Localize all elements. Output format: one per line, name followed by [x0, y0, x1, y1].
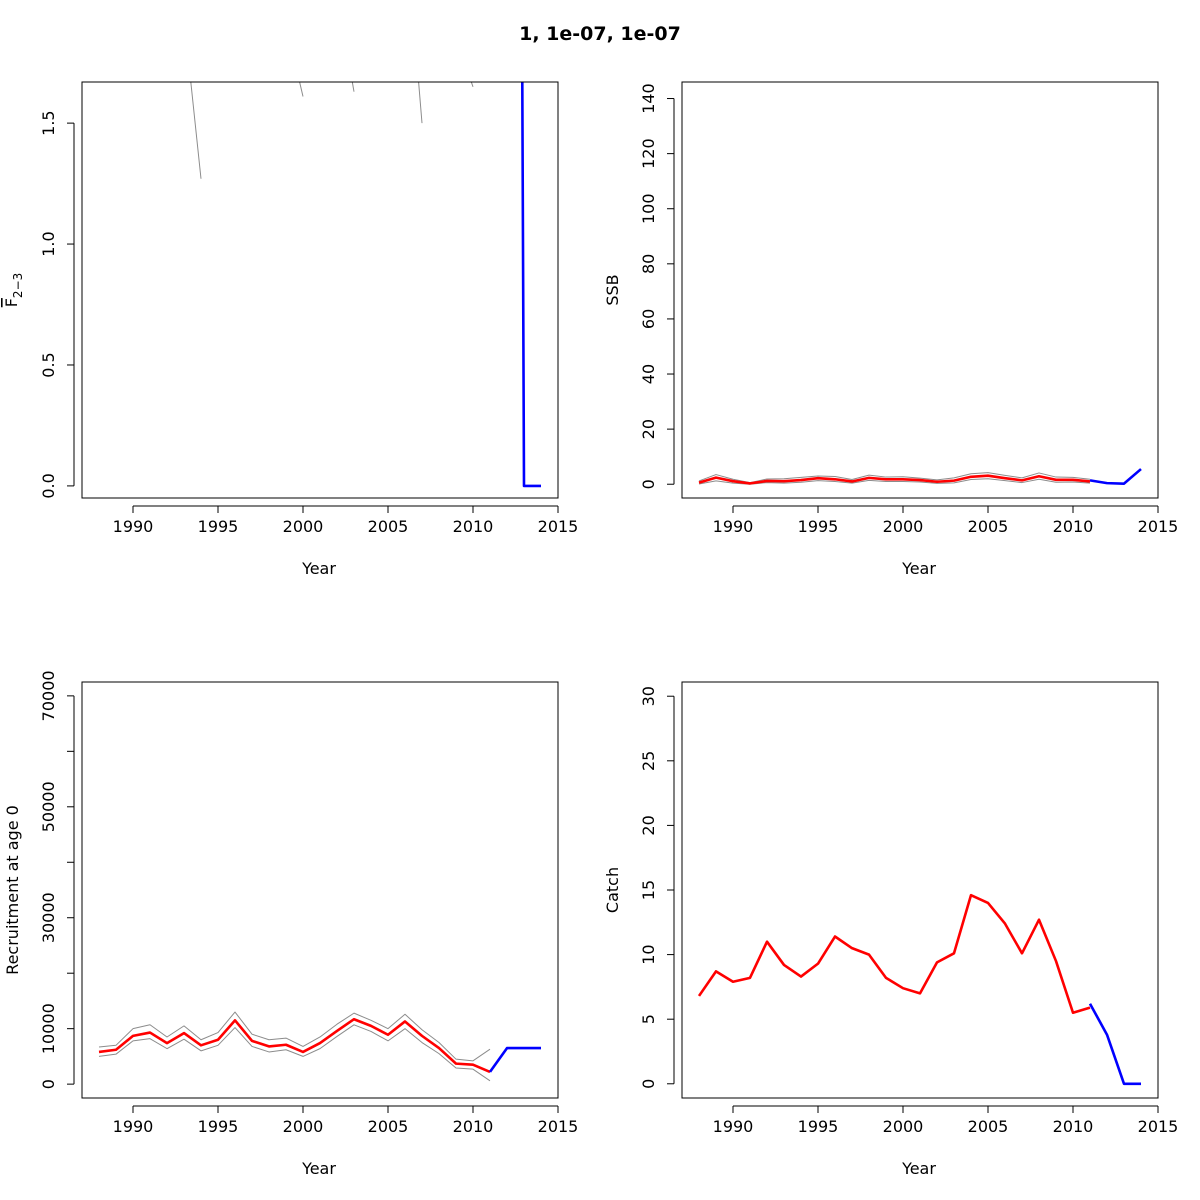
panel-f-bar-ylabel-sub: 2−3 — [11, 273, 25, 298]
panel-catch-series-estimate-0 — [697, 893, 1091, 1015]
panel-ssb-x-tick-label-1995: 1995 — [798, 517, 839, 536]
panel-recruitment-series-ci-0 — [98, 1011, 491, 1062]
panel-ssb-y-tick-label-1: 20 — [639, 419, 658, 439]
panel-f-bar-x-tick-label-1990: 1990 — [113, 517, 154, 536]
panel-ssb-series-forecast-3 — [1089, 468, 1142, 485]
panel-ssb-plot-frame — [681, 81, 1159, 499]
panel-catch-x-tick-label-2015: 2015 — [1138, 1117, 1179, 1136]
panel-catch-y-tick-label-1: 5 — [639, 1014, 658, 1024]
panel-catch-x-tick-label-2005: 2005 — [968, 1117, 1009, 1136]
panel-f-bar-x-tick-label-2010: 2010 — [453, 517, 494, 536]
panel-recruitment-x-tick-label-2005: 2005 — [368, 1117, 409, 1136]
panel-ssb-series-ci-1 — [698, 478, 1091, 485]
panel-recruitment-x-tick-label-1990: 1990 — [113, 1117, 154, 1136]
panel-ssb-ylabel: SSB — [603, 274, 622, 305]
panel-ssb: Year SSB 1990 1995 2000 2005 2010 2015 0 20 40 60… — [603, 81, 1179, 578]
panel-ssb-y-tick-label-2: 40 — [639, 364, 658, 384]
panel-recruitment-y-tick-label-0: 0 — [39, 1079, 58, 1089]
panel-ssb-x-tick-label-1990: 1990 — [713, 517, 754, 536]
panel-f-bar: Year F2−3 1990 1995 2000 2005 2010 2015 0.0 0.5… — [2, 81, 579, 578]
panel-f-bar-y-tick-label-1: 0.5 — [39, 352, 58, 377]
panel-f-bar-y-tick-label-2: 1.0 — [39, 231, 58, 256]
panel-catch-y-tick-label-6: 30 — [639, 686, 658, 706]
panel-ssb-series-estimate-2 — [698, 474, 1091, 485]
panel-catch-y-tick-label-0: 0 — [639, 1079, 658, 1089]
panel-f-bar-x-tick-label-1995: 1995 — [198, 517, 239, 536]
panel-recruitment-y-tick-label-7: 70000 — [39, 670, 58, 721]
panel-catch: Year Catch 1990 1995 2000 2005 2010 2015 0 5 10 1… — [603, 681, 1179, 1178]
panel-recruitment-series-ci-1 — [98, 1024, 491, 1082]
panel-recruitment-plot-frame — [81, 681, 559, 1099]
panel-f-bar-x-tick-label-2000: 2000 — [283, 517, 324, 536]
panel-recruitment-y-tick-label-5: 50000 — [39, 781, 58, 832]
panel-ssb-x-tick-label-2015: 2015 — [1138, 517, 1179, 536]
panel-ssb-xlabel: Year — [901, 559, 936, 578]
panel-catch-xlabel: Year — [901, 1159, 936, 1178]
panel-ssb-x-tick-label-2010: 2010 — [1053, 517, 1094, 536]
panel-recruitment-x-tick-label-2000: 2000 — [283, 1117, 324, 1136]
panel-recruitment-x-tick-label-2010: 2010 — [453, 1117, 494, 1136]
panel-catch-plot-frame — [681, 681, 1159, 1099]
panel-ssb-y-tick-label-6: 120 — [639, 138, 658, 169]
panel-f-bar-series-forecast-1 — [521, 82, 541, 488]
panel-catch-x-tick-label-1990: 1990 — [713, 1117, 754, 1136]
panel-f-bar-series-ci-0 — [102, 82, 474, 179]
panel-f-bar-y-tick-label-3: 1.5 — [39, 110, 58, 135]
panel-f-bar-y-tick-label-0: 0.0 — [39, 473, 58, 498]
panel-recruitment-xlabel: Year — [301, 1159, 336, 1178]
panel-catch-y-tick-label-2: 10 — [639, 944, 658, 964]
panel-ssb-x-tick-label-2000: 2000 — [883, 517, 924, 536]
panel-f-bar-ylabel: F2−3 — [2, 273, 25, 308]
panel-ssb-y-tick-label-3: 60 — [639, 309, 658, 329]
figure-title: 1, 1e-07, 1e-07 — [519, 23, 681, 45]
panel-ssb-y-tick-label-0: 0 — [639, 479, 658, 489]
panel-catch-ylabel: Catch — [603, 867, 622, 913]
panel-f-bar-x-tick-label-2005: 2005 — [368, 517, 409, 536]
panel-recruitment-y-tick-label-1: 10000 — [39, 1003, 58, 1054]
panel-recruitment-x-tick-label-1995: 1995 — [198, 1117, 239, 1136]
panel-ssb-x-tick-label-2005: 2005 — [968, 517, 1009, 536]
panel-f-bar-xlabel: Year — [301, 559, 336, 578]
panel-catch-y-tick-label-5: 25 — [639, 751, 658, 771]
panel-recruitment-series-forecast-3 — [488, 1046, 541, 1073]
panel-catch-x-tick-label-2000: 2000 — [883, 1117, 924, 1136]
panel-recruitment-y-tick-label-3: 30000 — [39, 892, 58, 943]
panel-ssb-y-tick-label-4: 80 — [639, 254, 658, 274]
panel-f-bar-plot-frame — [81, 81, 559, 499]
panel-catch-series-forecast-1 — [1088, 1003, 1141, 1086]
panel-ssb-y-tick-label-5: 100 — [639, 193, 658, 224]
panel-f-bar-x-tick-label-2015: 2015 — [538, 517, 579, 536]
panel-recruitment: Year Recruitment at age 0 1990 1995 2000 20… — [3, 670, 578, 1178]
panel-catch-x-tick-label-1995: 1995 — [798, 1117, 839, 1136]
panel-ssb-series-ci-0 — [698, 472, 1091, 484]
panel-catch-y-tick-label-3: 15 — [639, 880, 658, 900]
panel-catch-y-tick-label-4: 20 — [639, 815, 658, 835]
panel-f-bar-ylabel-main: F — [2, 298, 21, 307]
panel-recruitment-series-estimate-2 — [98, 1017, 491, 1074]
panel-recruitment-ylabel: Recruitment at age 0 — [3, 805, 22, 975]
panel-catch-x-tick-label-2010: 2010 — [1053, 1117, 1094, 1136]
panel-recruitment-x-tick-label-2015: 2015 — [538, 1117, 579, 1136]
panel-ssb-y-tick-label-7: 140 — [639, 83, 658, 114]
